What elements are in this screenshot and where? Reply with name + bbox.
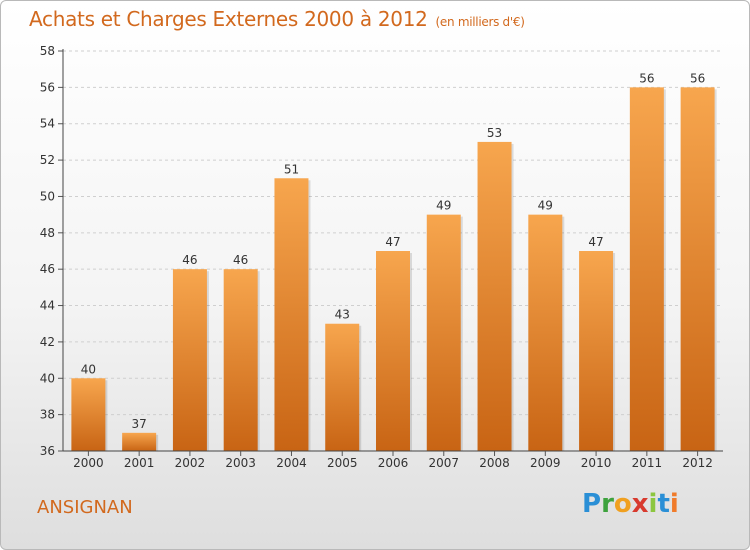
bars: [71, 87, 717, 452]
bar: [376, 251, 410, 451]
y-tick-label: 40: [40, 371, 55, 385]
bar-value-label: 47: [385, 235, 400, 249]
place-name: ANSIGNAN: [37, 497, 133, 518]
bar: [680, 87, 715, 451]
bar-value-label: 49: [538, 199, 553, 213]
bar-value-label: 53: [487, 126, 502, 140]
axes: [58, 49, 723, 456]
logo-letter: P: [582, 489, 602, 519]
x-tick-label: 2001: [124, 456, 155, 470]
chart-title: Achats et Charges Externes 2000 à 2012 (e…: [29, 7, 525, 31]
y-tick-label: 54: [40, 117, 55, 131]
bar-value-label: 46: [182, 253, 197, 267]
bar: [172, 269, 207, 451]
x-tick-label: 2006: [378, 456, 409, 470]
bar: [223, 269, 258, 451]
bar: [426, 214, 461, 451]
proxiti-logo: Proxiti: [582, 489, 679, 519]
y-tick-label: 58: [40, 44, 55, 58]
bar: [274, 178, 309, 452]
logo-letter: i: [648, 489, 658, 519]
logo-letter: i: [669, 489, 679, 519]
bar: [325, 323, 360, 451]
x-tick-label: 2002: [175, 456, 206, 470]
y-tick-label: 56: [40, 80, 55, 94]
bar-value-label: 56: [690, 71, 705, 85]
y-tick-label: 36: [40, 444, 55, 458]
x-tick-label: 2005: [327, 456, 358, 470]
bar: [629, 87, 664, 451]
bar-value-label: 49: [436, 199, 451, 213]
bar-value-label: 51: [284, 162, 299, 176]
x-tick-label: 2012: [682, 456, 713, 470]
x-tick-label: 2009: [530, 456, 561, 470]
bar-value-label: 43: [335, 308, 350, 322]
logo-letter: t: [657, 489, 670, 519]
logo-letter: r: [601, 489, 614, 519]
x-tick-label: 2004: [276, 456, 307, 470]
x-tick-label: 2003: [225, 456, 256, 470]
bar: [528, 214, 563, 451]
bar-value-label: 56: [639, 71, 654, 85]
bar-value-label: 40: [81, 362, 96, 376]
x-tick-label: 2011: [632, 456, 663, 470]
bar: [477, 141, 512, 451]
logo-letter: o: [613, 489, 632, 519]
bar-value-label: 47: [588, 235, 603, 249]
x-tick-label: 2007: [428, 456, 459, 470]
chart-unit: (en milliers d'€): [435, 15, 525, 29]
bar-value-label: 37: [132, 417, 147, 431]
y-tick-label: 48: [40, 226, 55, 240]
y-tick-label: 52: [40, 153, 55, 167]
bar: [579, 251, 614, 451]
y-tick-label: 42: [40, 335, 55, 349]
logo-letter: x: [631, 489, 649, 519]
y-tick-label: 38: [40, 408, 55, 422]
chart-title-text: Achats et Charges Externes 2000 à 2012: [29, 7, 428, 31]
y-tick-label: 46: [40, 262, 55, 276]
labels: 36 38 40 42 44 46 48 50 52 54 56 58 40 2000 37 2001 46 20…: [40, 44, 713, 470]
bar: [71, 378, 106, 451]
x-tick-label: 2000: [73, 456, 104, 470]
bar: [122, 432, 157, 451]
x-tick-label: 2008: [479, 456, 510, 470]
x-tick-label: 2010: [581, 456, 612, 470]
y-tick-label: 50: [40, 189, 55, 203]
y-tick-label: 44: [40, 299, 55, 313]
bar-value-label: 46: [233, 253, 248, 267]
